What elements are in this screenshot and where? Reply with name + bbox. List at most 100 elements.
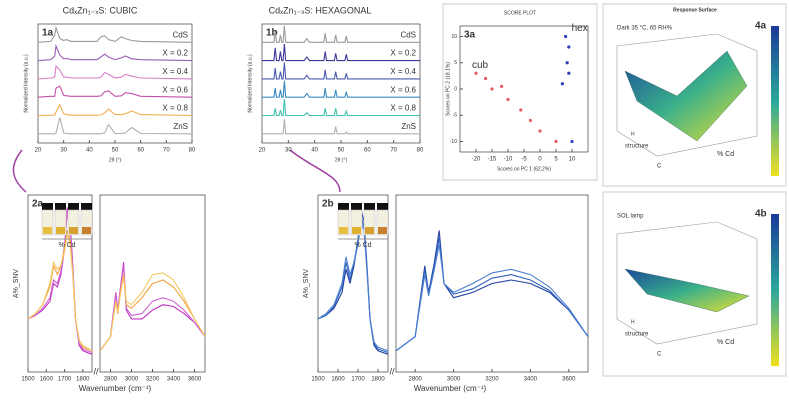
vial-cap (55, 203, 66, 210)
level-label: C (657, 164, 662, 170)
inset-label: % Cd (58, 242, 75, 249)
x-tick-label: 30 (285, 148, 292, 154)
x-tick-label: 60 (364, 148, 371, 154)
subtitle: Dark 35 °C, 65 RH% (617, 26, 673, 32)
series-label: hex (572, 23, 588, 34)
level-label: H (631, 131, 635, 137)
x-tick-label: 1600 (40, 377, 54, 383)
series-label: X = 0.2 (162, 49, 188, 58)
x-tick-label: 40 (86, 148, 93, 154)
y-tick-label: 5 (454, 60, 457, 66)
series-line (27, 233, 93, 352)
series-line (395, 237, 589, 352)
level-label: H (631, 319, 635, 325)
vial-liquid (56, 227, 65, 234)
series-line (37, 43, 193, 62)
y-axis-label: Scores on PC 2 (18.1%) (445, 62, 451, 116)
x-tick-label: 1700 (351, 377, 365, 383)
x-tick-label: 1500 (311, 377, 325, 383)
vial (376, 209, 389, 236)
point (538, 129, 542, 133)
x-tick-label: 2800 (409, 377, 423, 383)
panel-label: 4b (755, 209, 767, 220)
axis-break: // (389, 366, 395, 376)
vial-cap (42, 203, 53, 210)
x-axis-label: structure (625, 144, 649, 150)
panel-label: 3a (464, 30, 476, 41)
vial-liquid (339, 227, 348, 234)
arrow (289, 149, 341, 193)
vial-cap (81, 203, 92, 210)
x-tick-label: 20 (259, 148, 266, 154)
box-frame (616, 33, 758, 157)
x-axis-label: Scores on PC 1 (62.2%) (497, 166, 551, 172)
vial-liquid (365, 227, 374, 234)
point (519, 108, 523, 112)
vial-liquid (43, 227, 52, 234)
x-tick-label: 50 (112, 148, 119, 154)
panel-frame (442, 3, 598, 181)
panel-label: 4a (755, 21, 767, 32)
series-label: ZnS (173, 122, 188, 131)
x-tick-label: -5 (521, 157, 527, 163)
series-label: cub (472, 60, 489, 71)
x-tick-label: 50 (338, 148, 345, 154)
point (567, 45, 571, 49)
vial-cap (351, 203, 362, 210)
colorbar (771, 26, 779, 176)
point (564, 34, 568, 39)
series-line (395, 244, 589, 352)
series-label: X = 0.2 (390, 49, 416, 58)
panel-label: 1a (42, 28, 54, 39)
panel-header: CdₓZn₁₋ₓS: HEXAGONAL (269, 5, 372, 15)
panel-header: Response Surface (673, 7, 717, 13)
series-line (37, 64, 193, 80)
x-axis-label: structure (625, 332, 649, 338)
plot-area (27, 194, 93, 373)
vial-cap (68, 203, 79, 210)
point (567, 71, 571, 75)
x-tick-label: 1500 (21, 377, 35, 383)
point (554, 139, 558, 144)
point (528, 118, 533, 123)
vial (67, 209, 80, 236)
y-axis-label: A%_SNV (13, 269, 20, 299)
vial-cap (364, 203, 375, 210)
series-line (262, 44, 420, 62)
x-tick-label: 2800 (104, 377, 118, 383)
x-tick-label: 3400 (167, 377, 181, 383)
x-tick-label: 3600 (188, 377, 202, 383)
x-tick-label: 1600 (331, 377, 345, 383)
x-tick-label: 80 (189, 148, 196, 154)
x-tick-label: 40 (311, 148, 318, 154)
x-tick-label: 60 (137, 148, 144, 154)
series-label: ZnS (401, 122, 416, 131)
y-tick-label: -10 (450, 139, 457, 145)
vial (350, 209, 363, 236)
point (570, 139, 574, 144)
series-line (262, 25, 420, 43)
vial (80, 209, 93, 236)
vial-liquid (82, 227, 91, 234)
y-axis-label: % Cd (717, 151, 734, 158)
y-axis-label: Normalized Intensity (a.u.) (23, 54, 29, 113)
series-label: X = 0.6 (162, 85, 188, 94)
x-axis-label: Wavenumber (cm⁻¹) (79, 384, 152, 393)
panel-label: 1b (266, 28, 278, 39)
series-label: X = 0.6 (390, 85, 416, 94)
axis-break: // (93, 366, 99, 376)
x-tick-label: 3200 (146, 377, 160, 383)
x-tick-label: 3600 (562, 377, 576, 383)
x-tick-label: 1800 (371, 377, 385, 383)
point (490, 87, 494, 91)
series-line (37, 103, 193, 117)
series-line (317, 221, 389, 352)
point (506, 97, 510, 102)
subtitle: SOL lamp (617, 214, 644, 220)
x-tick-label: 20 (35, 148, 42, 154)
series-line (99, 272, 206, 352)
vial (54, 209, 67, 236)
series-line (37, 85, 193, 98)
inset-label: % Cd (354, 242, 371, 249)
